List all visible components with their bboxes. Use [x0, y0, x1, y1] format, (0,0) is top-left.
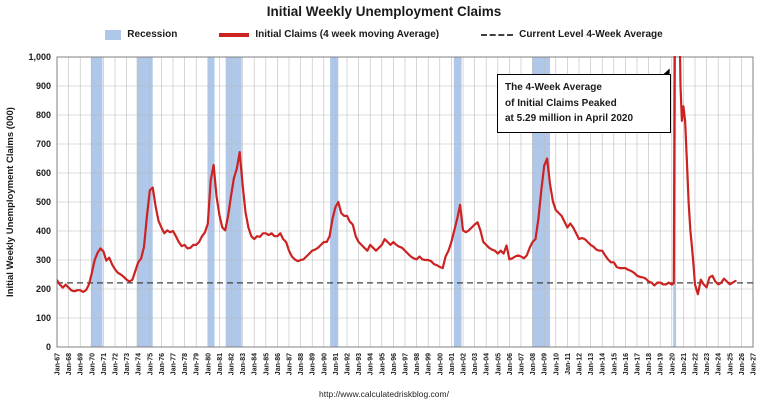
legend-label-recession: Recession	[127, 29, 178, 40]
x-tick-label: Jan-03	[472, 353, 479, 375]
x-tick-label: Jan-21	[681, 353, 688, 375]
x-tick-label: Jan-95	[379, 353, 386, 375]
y-tick-label: 200	[36, 284, 51, 294]
x-tick-label: Jan-79	[194, 353, 201, 375]
x-tick-label: Jan-22	[693, 353, 700, 375]
x-tick-label: Jan-19	[658, 353, 665, 375]
x-tick-label: Jan-05	[495, 353, 502, 375]
x-tick-label: Jan-71	[101, 353, 108, 375]
legend-item-current-level: Current Level 4-Week Average	[481, 29, 663, 40]
x-tick-label: Jan-78	[182, 353, 189, 375]
x-tick-label: Jan-74	[136, 353, 143, 375]
x-tick-label: Jan-88	[298, 353, 305, 375]
x-tick-label: Jan-16	[623, 353, 630, 375]
x-tick-label: Jan-90	[321, 353, 328, 375]
y-tick-label: 100	[36, 313, 51, 323]
x-tick-label: Jan-93	[356, 353, 363, 375]
peak-annotation-line-2: of Initial Claims Peaked	[505, 97, 617, 109]
x-tick-label: Jan-85	[263, 353, 270, 375]
x-tick-label: Jan-75	[147, 353, 154, 375]
x-tick-label: Jan-06	[507, 353, 514, 375]
x-tick-label: Jan-20	[669, 353, 676, 375]
x-tick-label: Jan-68	[66, 353, 73, 375]
x-tick-label: Jan-25	[727, 353, 734, 375]
chart-title: Initial Weekly Unemployment Claims	[266, 4, 502, 19]
y-tick-label: 700	[36, 139, 51, 149]
x-tick-label: Jan-76	[159, 353, 166, 375]
initial-claims-line	[57, 56, 737, 296]
x-tick-label: Jan-27	[751, 353, 758, 375]
plot-border	[56, 56, 754, 348]
x-tick-label: Jan-86	[275, 353, 282, 375]
y-tick-label: 900	[36, 81, 51, 91]
x-tick-label: Jan-72	[113, 353, 120, 375]
x-tick-label: Jan-94	[368, 353, 375, 375]
x-tick-label: Jan-08	[530, 353, 537, 375]
x-tick-label: Jan-07	[519, 353, 526, 375]
recession-swatch-icon	[105, 29, 122, 40]
y-tick-label: 600	[36, 168, 51, 178]
y-tick-label: 1,000	[28, 52, 51, 62]
x-tick-label: Jan-01	[449, 353, 456, 375]
x-tick-label: Jan-84	[252, 353, 259, 375]
legend-item-recession: Recession	[105, 29, 177, 40]
x-tick-label: Jan-80	[205, 353, 212, 375]
x-tick-label: Jan-99	[426, 353, 433, 375]
peak-annotation-line-1: The 4-Week Average	[505, 82, 602, 93]
y-tick-label: 0	[46, 342, 51, 352]
chart-legend: Recession Initial Claims (4 week moving …	[0, 29, 768, 40]
x-tick-label: Jan-87	[287, 353, 294, 375]
x-tick-label: Jan-10	[553, 353, 560, 375]
x-tick-label: Jan-17	[635, 353, 642, 375]
y-tick-label: 800	[36, 110, 51, 120]
x-tick-label: Jan-81	[217, 353, 224, 375]
legend-label-current-level: Current Level 4-Week Average	[519, 29, 663, 40]
x-tick-label: Jan-18	[646, 353, 653, 375]
x-tick-label: Jan-92	[345, 353, 352, 375]
x-tick-label: Jan-12	[577, 353, 584, 375]
x-tick-label: Jan-04	[484, 353, 491, 375]
current-level-swatch-icon	[481, 33, 514, 36]
peak-annotation-line-3: at 5.29 million in April 2020	[505, 113, 634, 124]
legend-label-initial-claims: Initial Claims (4 week moving Average)	[255, 29, 440, 40]
x-tick-label: Jan-26	[739, 353, 746, 375]
x-tick-label: Jan-73	[124, 353, 131, 375]
x-tick-label: Jan-96	[391, 353, 398, 375]
x-tick-label: Jan-83	[240, 353, 247, 375]
x-tick-label: Jan-91	[333, 353, 340, 375]
y-tick-label: 400	[36, 226, 51, 236]
y-tick-label: 500	[36, 197, 51, 207]
y-axis-title: Initial Weekly Unemployment Claims (000)	[5, 107, 16, 297]
x-tick-label: Jan-11	[565, 353, 572, 375]
x-tick-label: Jan-67	[55, 353, 62, 375]
x-tick-label: Jan-97	[403, 353, 410, 375]
y-tick-label: 300	[36, 255, 51, 265]
source-url: http://www.calculatedriskblog.com/	[319, 389, 449, 399]
x-tick-label: Jan-77	[171, 353, 178, 375]
initial-claims-swatch-icon	[219, 32, 250, 37]
legend-item-initial-claims: Initial Claims (4 week moving Average)	[219, 29, 439, 40]
x-tick-label: Jan-15	[611, 353, 618, 375]
peak-annotation-box: The 4-Week Average of Initial Claims Pea…	[497, 74, 671, 133]
x-tick-label: Jan-23	[704, 353, 711, 375]
x-tick-label: Jan-89	[310, 353, 317, 375]
x-tick-label: Jan-02	[461, 353, 468, 375]
x-tick-label: Jan-09	[542, 353, 549, 375]
x-tick-label: Jan-13	[588, 353, 595, 375]
x-tick-label: Jan-70	[89, 353, 96, 375]
x-tick-label: Jan-82	[229, 353, 236, 375]
x-tick-label: Jan-98	[414, 353, 421, 375]
x-tick-label: Jan-00	[437, 353, 444, 375]
x-tick-label: Jan-69	[78, 353, 85, 375]
x-tick-label: Jan-14	[600, 353, 607, 375]
x-tick-label: Jan-24	[716, 353, 723, 375]
